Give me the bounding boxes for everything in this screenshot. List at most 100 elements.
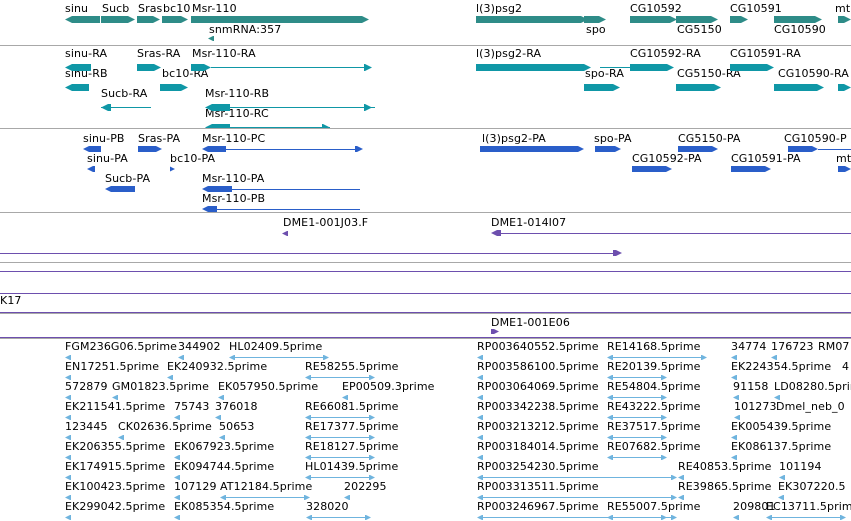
est-label[interactable]: 209801 xyxy=(733,500,776,513)
cds-feature[interactable] xyxy=(202,186,232,192)
gene-feature[interactable] xyxy=(101,16,135,23)
est-feature[interactable] xyxy=(766,515,772,520)
transcript-exon[interactable] xyxy=(364,104,372,111)
est-label[interactable]: RE54804.5prime xyxy=(607,380,701,393)
est-label[interactable]: RE58255.5prime xyxy=(305,360,399,373)
est-label[interactable]: EK224354.5prime xyxy=(731,360,832,373)
transcript-label[interactable]: CG10591-RA xyxy=(730,47,801,60)
est-feature[interactable] xyxy=(477,355,483,360)
cds-label[interactable]: sinu-PA xyxy=(87,152,128,165)
est-feature[interactable] xyxy=(305,435,311,440)
est-label[interactable]: 101194 xyxy=(779,460,822,473)
est-feature[interactable] xyxy=(661,435,667,440)
transcript-exon[interactable] xyxy=(205,104,230,111)
transcript-label[interactable]: CG10592-RA xyxy=(630,47,701,60)
est-feature[interactable] xyxy=(174,495,180,500)
transcript-exon[interactable] xyxy=(774,84,824,91)
est-feature[interactable] xyxy=(304,495,310,500)
gene-label[interactable]: CG10592 xyxy=(630,2,682,15)
est-feature[interactable] xyxy=(65,435,71,440)
cds-label[interactable]: Msr-110-PA xyxy=(202,172,265,185)
est-feature[interactable] xyxy=(661,395,667,400)
est-feature[interactable] xyxy=(671,475,677,480)
est-feature[interactable] xyxy=(369,415,375,420)
est-label[interactable]: 50653 xyxy=(219,420,255,433)
est-label[interactable]: RE66081.5prime xyxy=(305,400,399,413)
est-feature[interactable] xyxy=(477,395,483,400)
est-label[interactable]: 328020 xyxy=(306,500,349,513)
gene-label[interactable]: CG10590 xyxy=(774,23,826,36)
gene-feature[interactable] xyxy=(137,16,160,23)
gene-feature[interactable] xyxy=(630,16,677,23)
est-label[interactable]: EK005439.5prime xyxy=(731,420,832,433)
est-label[interactable]: RE40853.5prime xyxy=(678,460,772,473)
cds-feature[interactable] xyxy=(83,146,101,152)
est-label[interactable]: RP003586100.5prime xyxy=(477,360,599,373)
est-feature[interactable] xyxy=(112,395,118,400)
clone-label[interactable]: DME1-001J03.F xyxy=(283,216,369,229)
transcript-label[interactable]: Msr-110-RA xyxy=(192,47,256,60)
est-label[interactable]: EK085354.5prime xyxy=(174,500,275,513)
est-feature[interactable] xyxy=(477,475,483,480)
est-feature[interactable] xyxy=(733,515,739,520)
gene-feature[interactable] xyxy=(476,16,588,23)
est-label[interactable]: RP003254230.5prime xyxy=(477,460,599,473)
transcript-label[interactable]: spo-RA xyxy=(585,67,624,80)
band-label[interactable]: K17 xyxy=(0,294,22,307)
gene-feature[interactable] xyxy=(584,16,606,23)
est-feature[interactable] xyxy=(344,495,350,500)
gene-feature[interactable] xyxy=(676,16,718,23)
est-feature[interactable] xyxy=(65,355,71,360)
est-label[interactable]: EK211541.5prime xyxy=(65,400,166,413)
transcript-exon[interactable] xyxy=(160,84,188,91)
est-label[interactable]: EK307220.5 xyxy=(778,480,846,493)
est-label[interactable]: EK100423.5prime xyxy=(65,480,166,493)
est-label[interactable]: 75743 xyxy=(174,400,210,413)
cds-feature[interactable] xyxy=(731,166,771,172)
est-label[interactable]: EK067923.5prime xyxy=(174,440,275,453)
est-feature[interactable] xyxy=(661,455,667,460)
est-feature[interactable] xyxy=(731,355,737,360)
cds-feature[interactable] xyxy=(595,146,621,152)
est-label[interactable]: RE18127.5prime xyxy=(305,440,399,453)
cds-label[interactable]: CG10592-PA xyxy=(632,152,702,165)
est-feature[interactable] xyxy=(369,435,375,440)
est-feature[interactable] xyxy=(477,455,483,460)
est-feature[interactable] xyxy=(477,435,483,440)
transcript-exon[interactable] xyxy=(137,64,161,71)
est-feature[interactable] xyxy=(174,475,180,480)
est-feature[interactable] xyxy=(731,455,737,460)
est-label[interactable]: RP003246967.5prime xyxy=(477,500,599,513)
est-feature[interactable] xyxy=(369,375,375,380)
est-feature[interactable] xyxy=(477,375,483,380)
transcript-exon[interactable] xyxy=(101,104,111,111)
cds-label[interactable]: mt xyxy=(836,152,851,165)
gene-feature[interactable] xyxy=(730,16,748,23)
transcript-exon[interactable] xyxy=(676,84,721,91)
est-label[interactable]: RE43222.5prime xyxy=(607,400,701,413)
est-label[interactable]: EP00509.3prime xyxy=(342,380,435,393)
transcript-label[interactable]: sinu-RA xyxy=(65,47,108,60)
est-label[interactable]: RE07682.5prime xyxy=(607,440,701,453)
est-label[interactable]: RP003640552.5prime xyxy=(477,340,599,353)
est-feature[interactable] xyxy=(220,495,226,500)
est-feature[interactable] xyxy=(174,455,180,460)
est-label[interactable]: 344902 xyxy=(178,340,221,353)
cds-label[interactable]: l(3)psg2-PA xyxy=(482,132,546,145)
transcript-label[interactable]: Msr-110-RB xyxy=(205,87,270,100)
est-feature[interactable] xyxy=(731,375,737,380)
cds-label[interactable]: Sucb-PA xyxy=(105,172,151,185)
transcript-exon[interactable] xyxy=(65,84,89,91)
est-label[interactable]: FGM236G06.5prime xyxy=(65,340,177,353)
transcript-label[interactable]: CG5150-RA xyxy=(677,67,741,80)
est-feature[interactable] xyxy=(661,375,667,380)
cds-feature[interactable] xyxy=(105,186,135,192)
cds-label[interactable]: CG5150-PA xyxy=(678,132,741,145)
est-feature[interactable] xyxy=(65,455,71,460)
est-label[interactable]: 34774 xyxy=(731,340,767,353)
transcript-label[interactable]: Sucb-RA xyxy=(101,87,148,100)
est-feature[interactable] xyxy=(607,375,613,380)
est-feature[interactable] xyxy=(771,355,777,360)
clone-label[interactable]: DME1-014I07 xyxy=(491,216,567,229)
